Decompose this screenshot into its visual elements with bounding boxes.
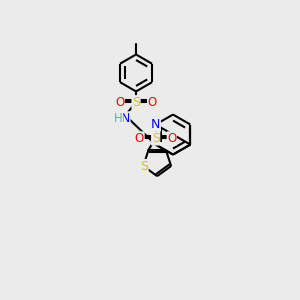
Text: O: O — [148, 96, 157, 109]
Text: S: S — [140, 160, 148, 172]
Text: S: S — [152, 132, 160, 145]
Text: S: S — [132, 96, 140, 109]
Text: O: O — [167, 132, 176, 145]
Text: O: O — [115, 96, 124, 109]
Text: N: N — [121, 112, 130, 125]
Text: O: O — [135, 132, 144, 145]
Text: H: H — [114, 112, 123, 125]
Text: N: N — [151, 118, 160, 131]
